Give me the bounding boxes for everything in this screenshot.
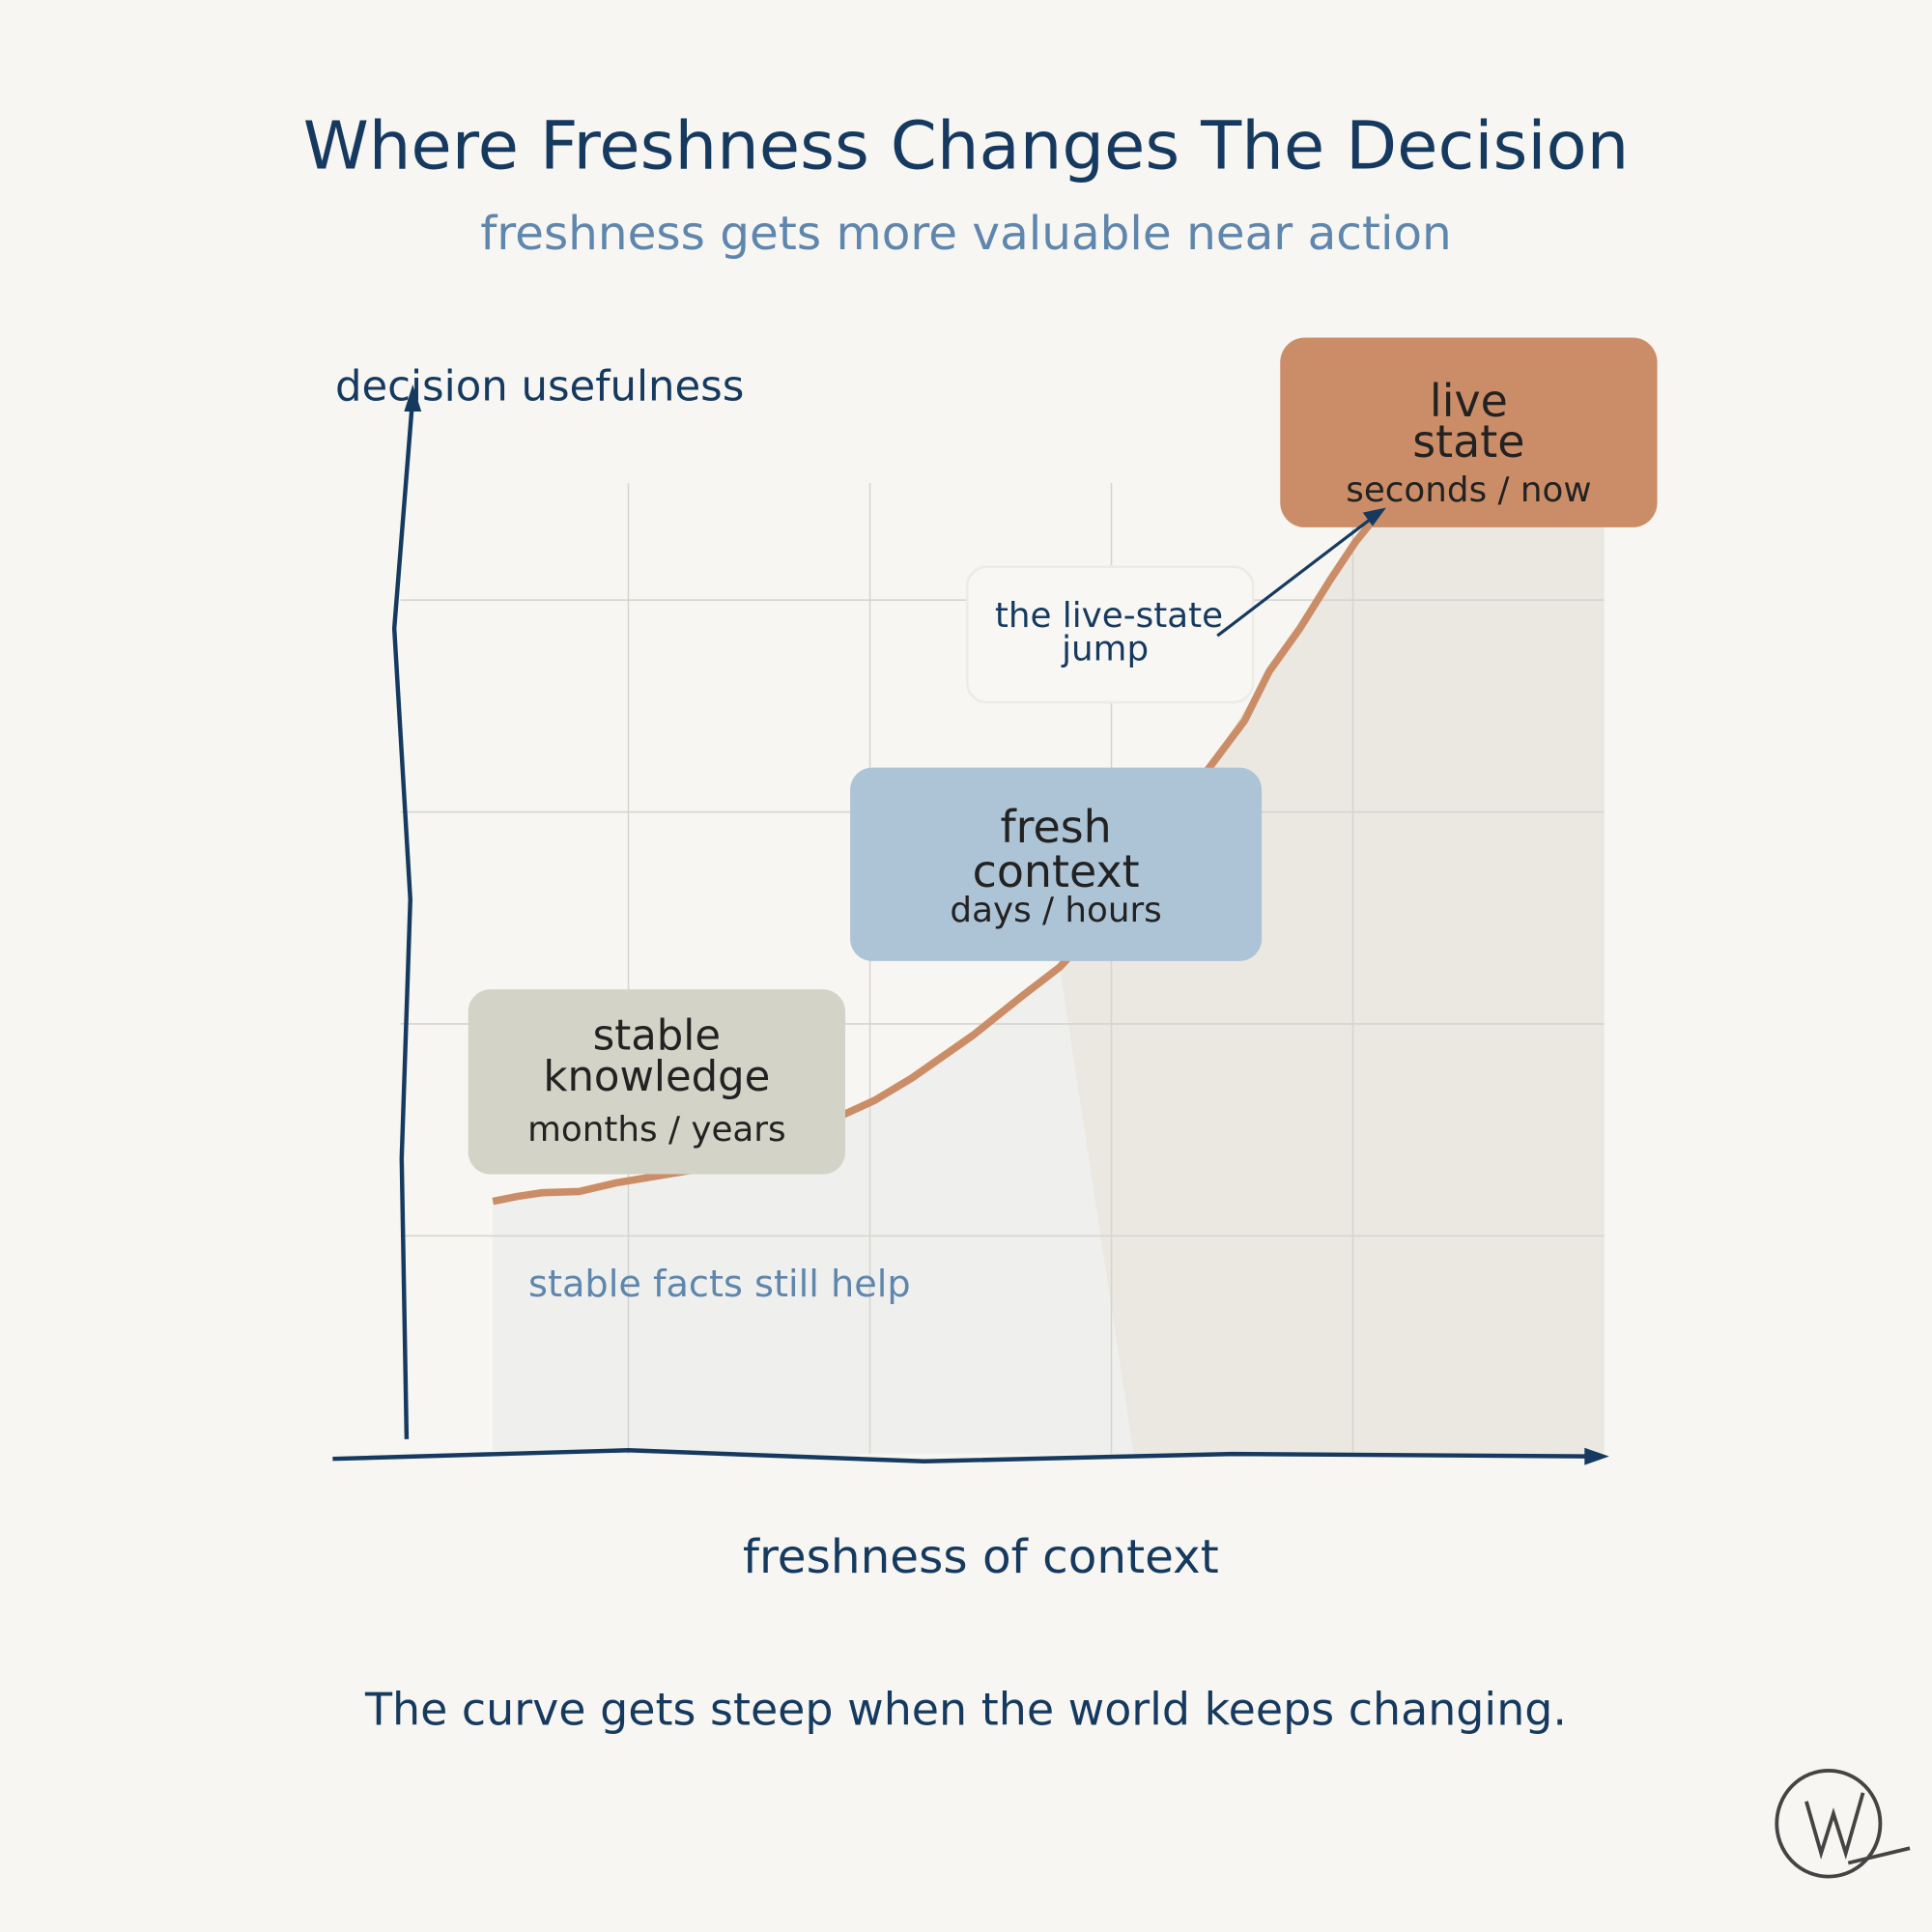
live-box: [1280, 337, 1658, 527]
zone-timescale: seconds / now: [1346, 470, 1591, 510]
logo-mark: [1804, 1792, 1911, 1865]
callout-label: jump: [1061, 629, 1149, 668]
x-axis-arrow: [1584, 1447, 1609, 1465]
zone-label: knowledge: [543, 1053, 770, 1101]
callout-label: the live-state: [995, 596, 1223, 636]
usefulness-curve: [492, 508, 1383, 1206]
zone-label: state: [1412, 415, 1524, 468]
callout-box: [966, 565, 1255, 704]
subtitle: freshness gets more valuable near action: [480, 207, 1452, 261]
zone-label: context: [973, 845, 1140, 897]
live-region: [1059, 511, 1605, 1455]
logo: [1775, 1768, 1911, 1879]
stable-region: [493, 967, 1134, 1455]
title: Where Freshness Changes The Decision: [303, 108, 1630, 185]
callout-arrow: [1216, 516, 1374, 638]
zone-timescale: months / years: [527, 1110, 785, 1150]
fresh-box: [850, 767, 1263, 961]
zone-label: live: [1430, 375, 1508, 427]
zone-timescale: days / hours: [950, 891, 1161, 930]
y-axis-label: decision usefulness: [335, 363, 744, 412]
annotation: stable facts still help: [528, 1263, 911, 1306]
zone-label: stable: [593, 1012, 721, 1061]
logo-circle: [1775, 1768, 1883, 1879]
x-axis-label: freshness of context: [743, 1530, 1219, 1584]
x-axis: [332, 1448, 1590, 1463]
stable-box: [468, 989, 845, 1175]
y-axis-arrow: [404, 384, 422, 412]
callout-arrowhead: [1362, 507, 1386, 526]
y-axis: [391, 396, 415, 1439]
zone-label: fresh: [1000, 801, 1111, 853]
footer: The curve gets steep when the world keep…: [364, 1683, 1567, 1735]
